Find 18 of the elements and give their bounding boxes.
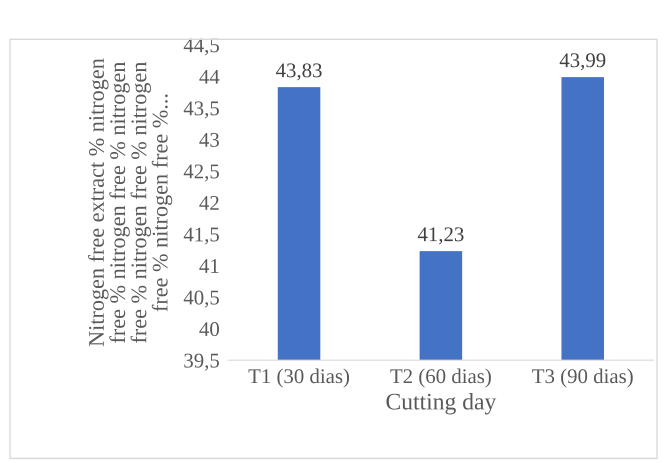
y-tick-label: 40,5 [184,290,219,308]
data-label: 43,99 [560,53,606,70]
x-axis-title: Cutting day [386,392,496,414]
y-tick-label: 42,5 [184,164,219,182]
y-tick-label: 43 [199,132,219,147]
y-tick-label: 39,5 [184,354,219,371]
x-tick-label: T2 (60 dias) [390,368,491,388]
data-label: 43,83 [276,63,322,80]
y-tick-label: 44 [199,70,220,84]
x-tick-label: T3 (90 dias) [532,368,633,388]
y-axis-title: Nitrogen free extract % nitrogen free % nitrogen free % nitrogen free % nitrogen free % nitrogen free % nitrogen free %... [88,58,172,346]
y-tick-label: 41,5 [184,228,219,245]
x-tick-label: T1 (30 dias) [248,368,350,388]
data-label: 41,23 [418,227,464,244]
y-tick-label: 42 [199,196,219,210]
y-tick-label: 41 [199,259,219,273]
y-tick-label: 43,5 [184,101,219,118]
y-tick-label: 40 [199,322,219,336]
